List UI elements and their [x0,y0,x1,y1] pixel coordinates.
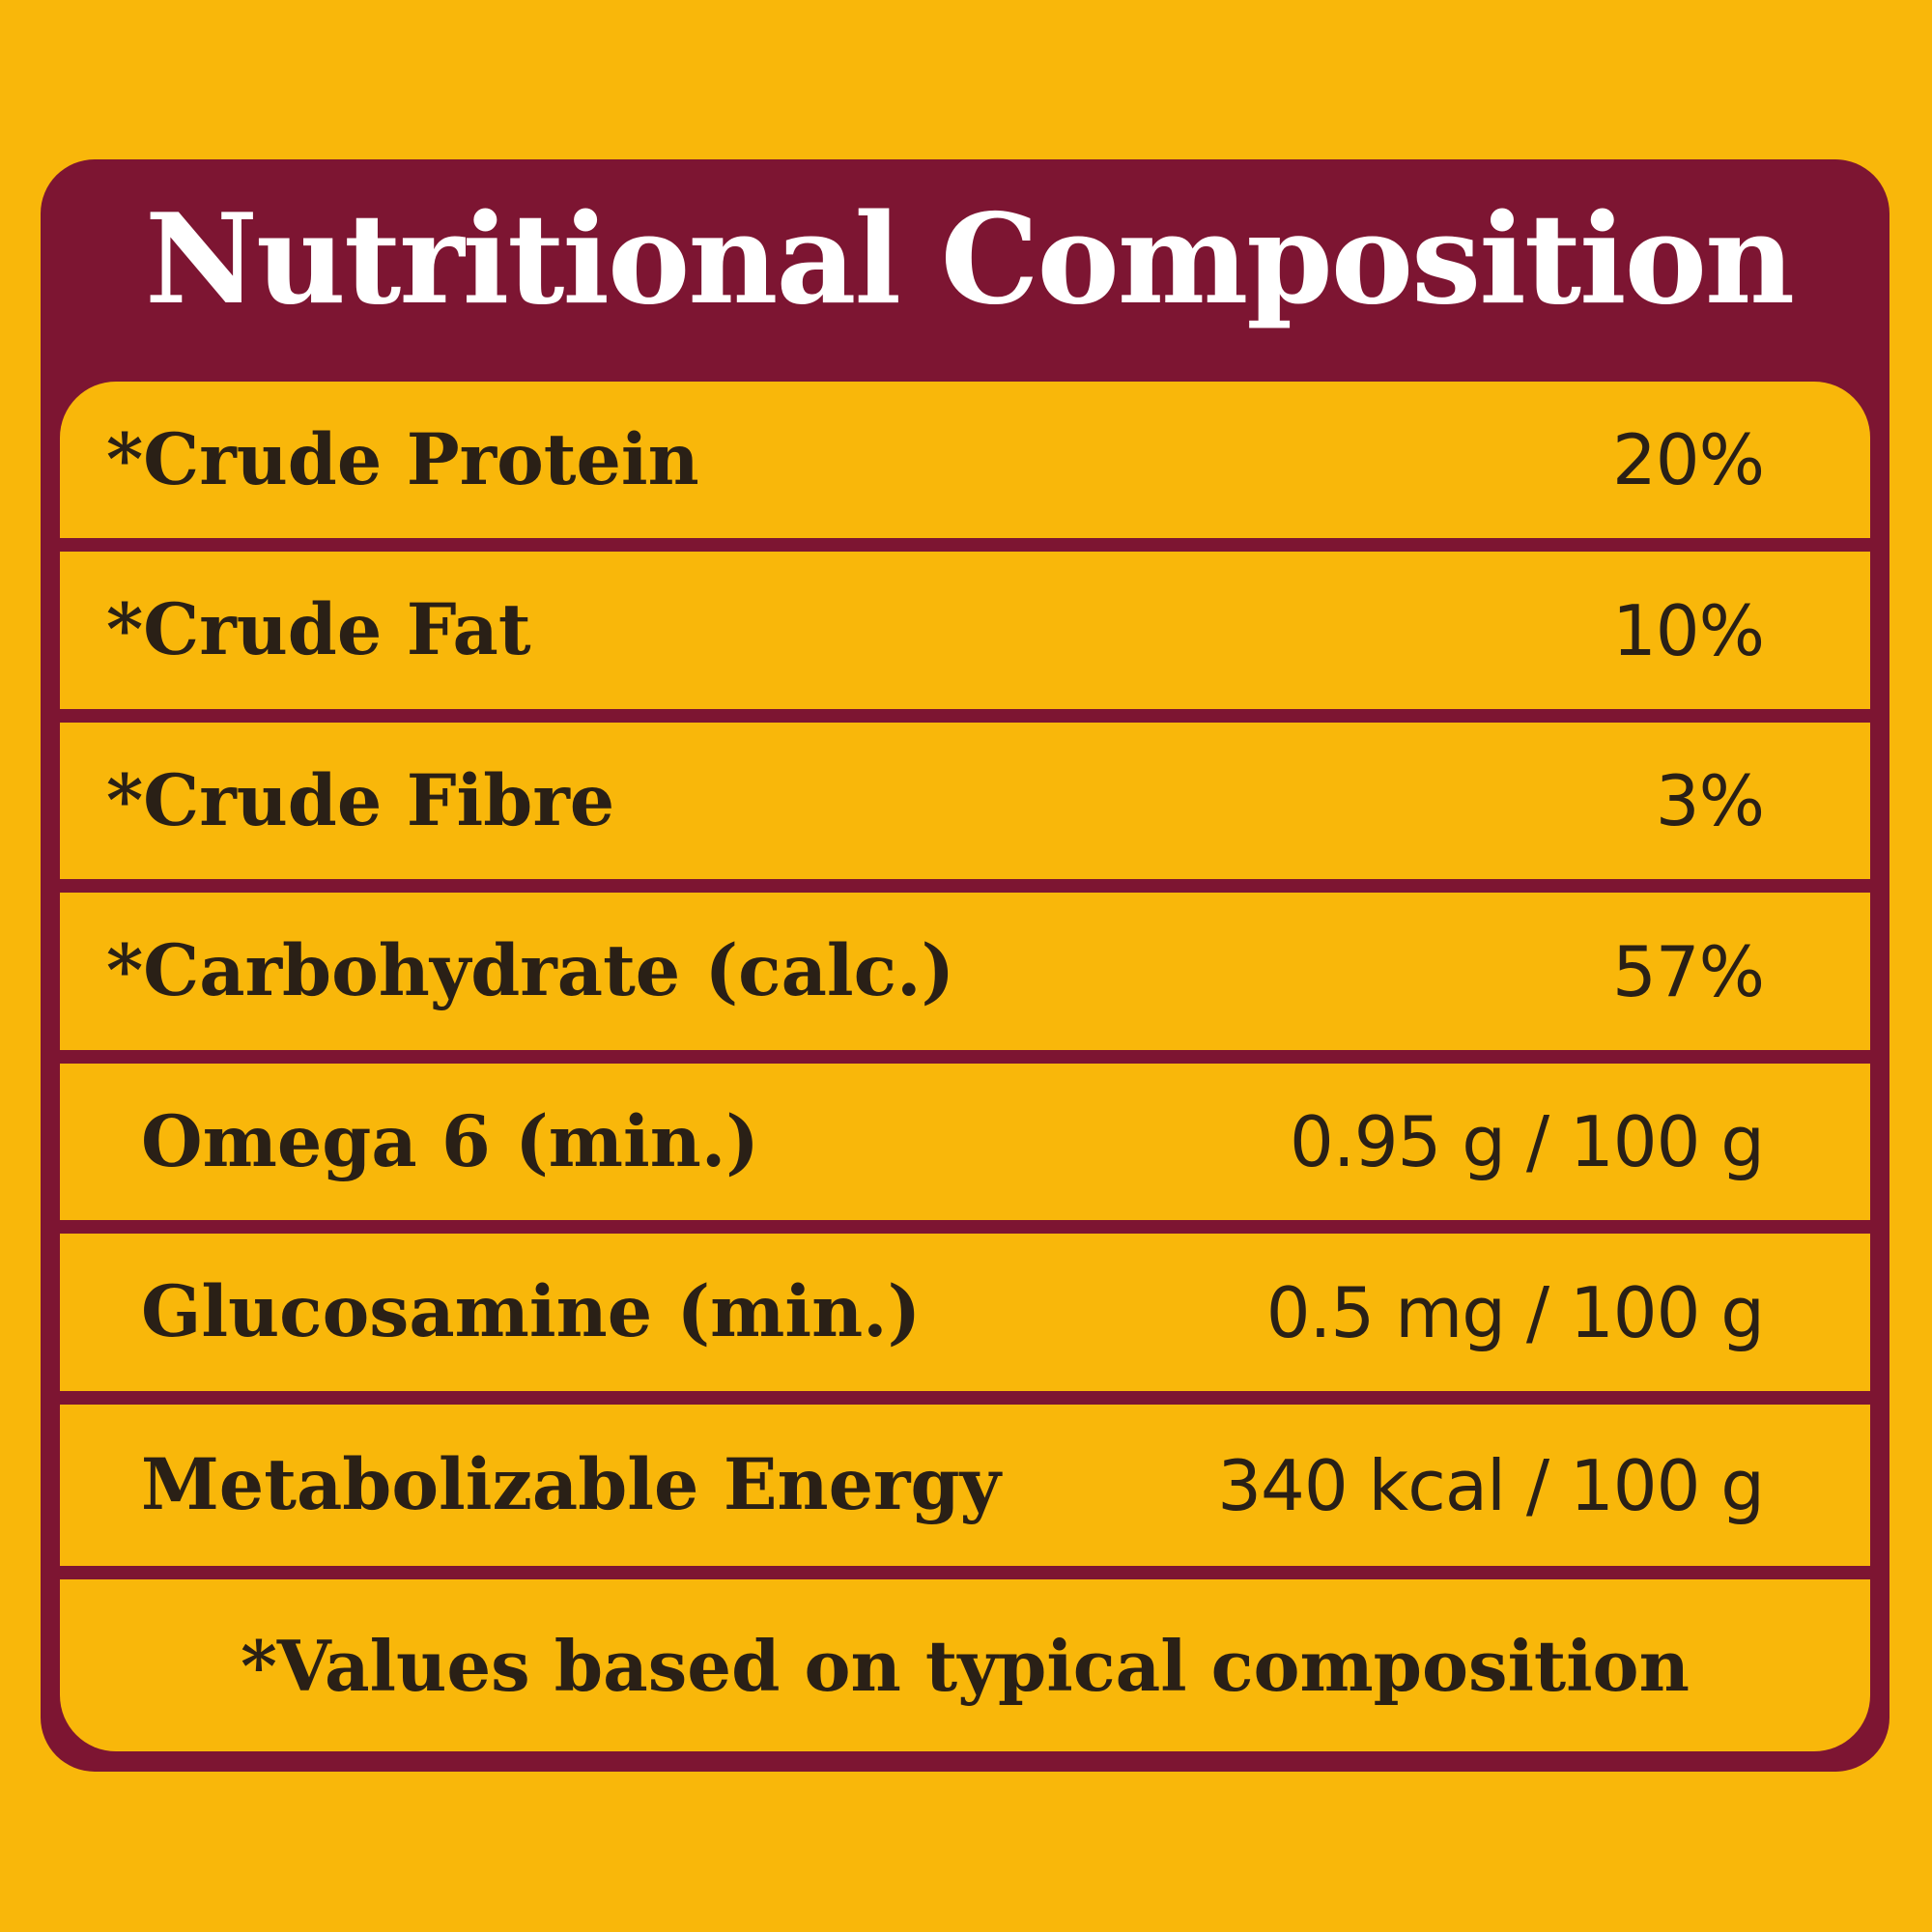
nutrient-value: 0.5 mg / 100 g [1265,1271,1765,1353]
row-divider [60,1566,1870,1579]
nutrient-label: *Crude Fat [106,588,531,671]
row-divider [60,1050,1870,1064]
nutrition-row-metabolizable-energy: Metabolizable Energy 340 kcal / 100 g [60,1405,1870,1566]
nutrient-value: 20% [1611,419,1765,500]
row-divider [60,709,1870,723]
nutrient-value: 10% [1611,589,1765,671]
nutrient-value: 3% [1655,760,1765,841]
nutrient-label: Metabolizable Energy [141,1443,1001,1526]
nutrition-row-crude-protein: *Crude Protein 20% [60,382,1870,538]
footnote: *Values based on typical composition [241,1625,1690,1707]
nutrient-value: 340 kcal / 100 g [1217,1444,1765,1526]
nutrient-label: *Crude Protein [106,417,699,501]
nutrient-value: 57% [1611,930,1765,1012]
nutrient-label: Glucosamine (min.) [141,1270,922,1353]
row-divider [60,1391,1870,1405]
nutrient-label: Omega 6 (min.) [141,1099,759,1183]
nutrition-panel: Nutritional Composition *Crude Protein 2… [41,159,1889,1772]
row-divider [60,1220,1870,1234]
nutrient-value: 0.95 g / 100 g [1290,1101,1765,1182]
nutrition-table: *Crude Protein 20% *Crude Fat 10% *Crude… [60,382,1870,1751]
nutrition-row-omega-6: Omega 6 (min.) 0.95 g / 100 g [60,1064,1870,1220]
nutrition-row-crude-fat: *Crude Fat 10% [60,552,1870,709]
nutrition-row-carbohydrate: *Carbohydrate (calc.) 57% [60,893,1870,1050]
nutrient-label: *Crude Fibre [106,758,615,842]
nutrition-row-crude-fibre: *Crude Fibre 3% [60,723,1870,879]
panel-title: Nutritional Composition [145,187,1795,332]
nutrition-row-glucosamine: Glucosamine (min.) 0.5 mg / 100 g [60,1234,1870,1391]
row-divider [60,538,1870,552]
nutrient-label: *Carbohydrate (calc.) [106,929,955,1012]
row-divider [60,879,1870,893]
